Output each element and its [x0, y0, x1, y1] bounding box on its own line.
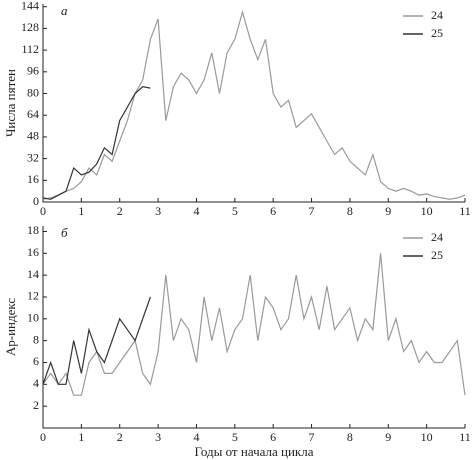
y-tick-label: 4: [33, 376, 39, 390]
x-tick-label: 11: [459, 204, 471, 218]
x-tick-label: 8: [347, 430, 353, 444]
x-tick-label: 5: [232, 430, 238, 444]
y-tick-label: 112: [21, 42, 39, 56]
x-tick-label: 3: [155, 204, 161, 218]
y-tick-label: 16: [27, 172, 39, 186]
y-tick-label: 14: [27, 267, 39, 281]
axis-frame: [42, 226, 465, 429]
panel-label: а: [61, 3, 68, 18]
y-tick-label: 6: [33, 354, 39, 368]
series-line: [42, 9, 466, 200]
y-axis-label: Ap-индекс: [3, 298, 18, 357]
y-tick-label: 16: [27, 245, 39, 259]
x-tick-label: 5: [232, 204, 238, 218]
x-tick-label: 10: [421, 204, 433, 218]
x-tick-label: 1: [78, 430, 84, 444]
series-line: [42, 296, 151, 385]
x-tick-label: 9: [385, 204, 391, 218]
x-tick-label: 0: [40, 430, 46, 444]
series-line: [42, 86, 151, 200]
x-tick-label: 4: [193, 204, 199, 218]
x-tick-label: 2: [117, 430, 123, 444]
y-axis-label: Числа пятен: [3, 69, 18, 137]
x-tick-label: 8: [347, 204, 353, 218]
x-tick-label: 0: [40, 204, 46, 218]
y-tick-label: 18: [27, 223, 39, 237]
x-axis-label: Годы от начала цикла: [195, 444, 314, 459]
x-tick-label: 6: [270, 204, 276, 218]
y-tick-label: 48: [27, 129, 39, 143]
y-tick-label: 80: [27, 85, 39, 99]
x-tick-label: 2: [117, 204, 123, 218]
y-tick-label: 64: [27, 107, 39, 121]
legend-label: 25: [431, 26, 443, 40]
legend-label: 24: [431, 230, 443, 244]
legend-label: 24: [431, 8, 443, 22]
y-tick-label: 2: [33, 398, 39, 412]
x-tick-label: 3: [155, 430, 161, 444]
x-tick-label: 4: [193, 430, 199, 444]
y-tick-label: 32: [27, 150, 39, 164]
x-tick-label: 10: [421, 430, 433, 444]
y-tick-label: 144: [21, 0, 39, 12]
y-tick-label: 128: [21, 20, 39, 34]
axis-frame: [42, 4, 465, 203]
y-tick-label: 0: [33, 194, 39, 208]
y-tick-label: 12: [27, 289, 39, 303]
legend-label: 25: [431, 248, 443, 262]
x-tick-label: 1: [78, 204, 84, 218]
series-line: [42, 253, 466, 396]
panel-label: б: [61, 225, 68, 240]
x-tick-label: 7: [309, 430, 315, 444]
x-tick-label: 9: [385, 430, 391, 444]
y-tick-label: 8: [33, 332, 39, 346]
x-tick-label: 11: [459, 430, 471, 444]
y-tick-label: 96: [27, 64, 39, 78]
y-tick-label: 10: [27, 311, 39, 325]
x-tick-label: 6: [270, 430, 276, 444]
x-tick-label: 7: [309, 204, 315, 218]
